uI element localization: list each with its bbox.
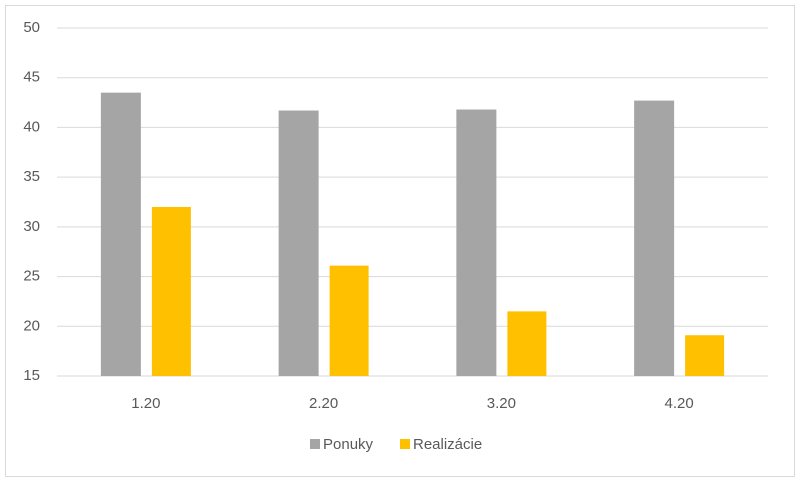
bar <box>507 311 547 376</box>
y-tick-label: 30 <box>23 218 40 235</box>
y-tick-label: 25 <box>23 268 40 285</box>
legend-swatch <box>400 439 410 449</box>
legend-label: Ponuky <box>323 436 374 453</box>
legend-swatch <box>310 439 320 449</box>
y-tick-label: 50 <box>23 19 40 36</box>
bar <box>100 92 141 376</box>
y-tick-label: 35 <box>23 168 40 185</box>
bar <box>278 110 319 377</box>
bar <box>329 265 369 376</box>
bar <box>685 335 725 376</box>
x-tick-label: 3.20 <box>487 395 516 412</box>
legend-label: Realizácie <box>413 436 482 453</box>
bar <box>456 109 497 376</box>
bar <box>151 206 191 376</box>
y-tick-label: 20 <box>23 317 40 334</box>
y-tick-label: 40 <box>23 118 40 135</box>
bar <box>634 100 675 376</box>
x-tick-label: 1.20 <box>131 395 160 412</box>
y-tick-label: 45 <box>23 69 40 86</box>
x-tick-label: 4.20 <box>665 395 694 412</box>
y-tick-label: 15 <box>23 367 40 384</box>
x-tick-label: 2.20 <box>309 395 338 412</box>
